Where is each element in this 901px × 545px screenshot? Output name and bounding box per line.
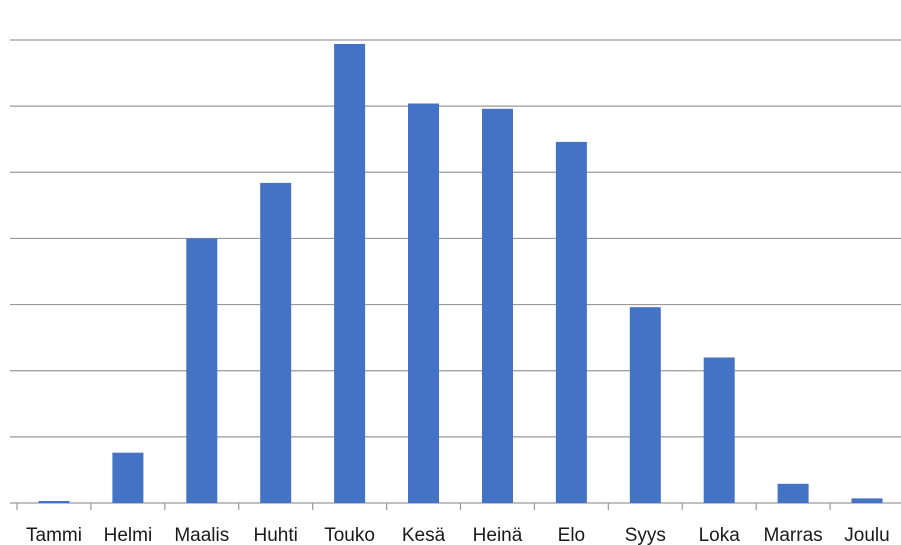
gridlines: [10, 39, 901, 504]
x-tick-label-elo: Elo: [558, 525, 585, 545]
x-tick-label-kesä: Kesä: [402, 525, 446, 545]
bars: [38, 44, 883, 504]
x-tick-label-heinä: Heinä: [473, 525, 523, 545]
bar-loka: [703, 357, 735, 503]
bar-elo: [555, 141, 587, 503]
x-tick-label-loka: Loka: [699, 525, 741, 545]
x-tick-label-syys: Syys: [625, 525, 666, 545]
x-tick-label-tammi: Tammi: [26, 525, 82, 545]
x-tick-label-helmi: Helmi: [104, 525, 153, 545]
x-tick-label-marras: Marras: [764, 525, 823, 545]
bar-joulu: [851, 498, 883, 503]
bar-kesä: [408, 103, 439, 503]
bar-maalis: [186, 238, 218, 503]
x-axis-labels: Tammi Helmi Maalis Huhti Touko Kesä Heinä Elo Sy…: [26, 525, 890, 545]
bar-syys: [629, 307, 661, 503]
x-tick-label-joulu: Joulu: [844, 525, 889, 545]
bar-heinä: [482, 108, 513, 504]
x-axis-ticks: [16, 503, 831, 510]
bar-tammi: [38, 501, 70, 503]
bar-helmi: [112, 452, 144, 503]
bar-huhti: [260, 182, 292, 503]
x-tick-label-touko: Touko: [324, 525, 375, 545]
bar-marras: [777, 483, 809, 503]
bar-touko: [334, 44, 366, 503]
x-tick-label-maalis: Maalis: [174, 525, 229, 545]
x-tick-label-huhti: Huhti: [254, 525, 298, 545]
